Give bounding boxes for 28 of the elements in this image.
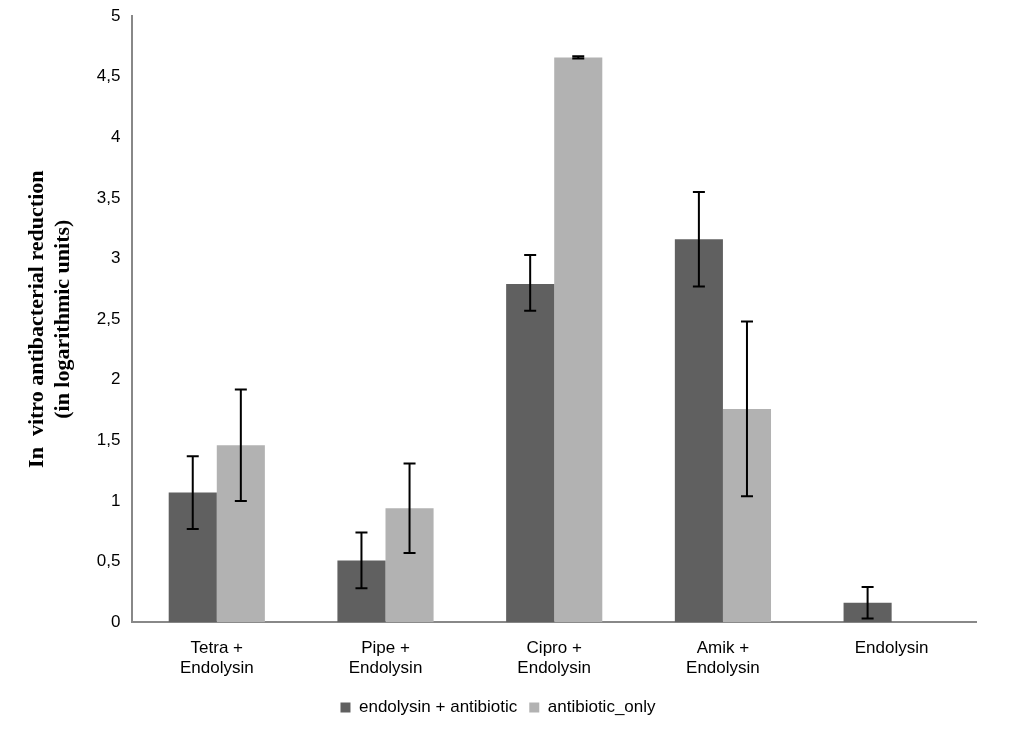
x-tick-label: Tetra + Endolysin xyxy=(179,638,254,678)
bar xyxy=(385,508,434,623)
x-tick-label: Pipe + Endolysin xyxy=(348,638,423,678)
y-tick-label: 4,5 xyxy=(96,66,121,86)
bar xyxy=(722,408,772,623)
y-tick-label: 3,5 xyxy=(96,187,121,207)
y-tick-label: 3 xyxy=(110,248,121,268)
x-tick-label: Cipro + Endolysin xyxy=(517,638,592,678)
x-tick-label: Endolysin xyxy=(854,638,929,658)
y-tick-label: 2,5 xyxy=(96,308,121,328)
bar xyxy=(168,492,217,623)
bar xyxy=(216,445,265,623)
y-tick-label: 5 xyxy=(110,5,121,25)
legend-label: antibiotic_only xyxy=(547,697,657,717)
bar xyxy=(337,560,386,623)
y-tick-label: 1 xyxy=(110,490,121,510)
bar xyxy=(843,602,892,623)
y-tick-label: 1,5 xyxy=(96,430,121,450)
y-tick-label: 0,5 xyxy=(96,551,121,571)
y-tick-label: 0 xyxy=(110,611,121,631)
bar xyxy=(554,57,603,623)
y-axis-title: In vitro antibacterial reduction (in logarithmic units) xyxy=(22,170,75,468)
y-tick-label: 4 xyxy=(110,127,121,147)
x-tick-label: Amik + Endolysin xyxy=(686,638,760,678)
y-tick-label: 2 xyxy=(110,369,121,389)
legend-label: endolysin + antibiotic xyxy=(358,697,518,717)
bar xyxy=(674,239,723,623)
bar xyxy=(506,284,555,623)
